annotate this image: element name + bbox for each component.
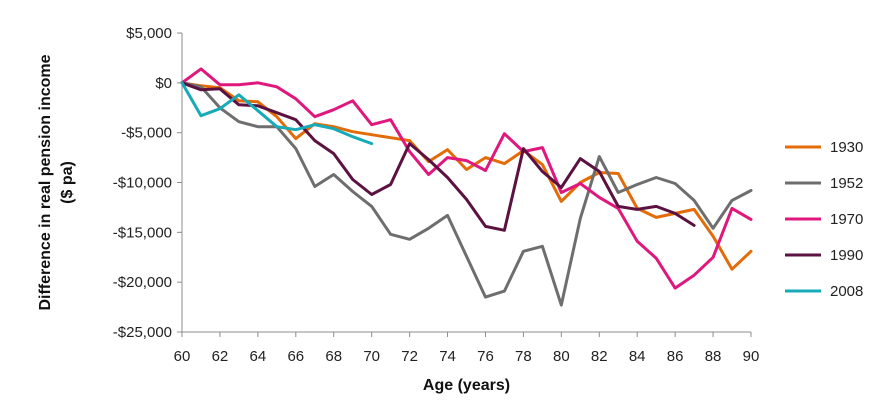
legend: 1930 1952 1970 1990 2008 bbox=[785, 139, 863, 300]
legend-label-2008: 2008 bbox=[830, 283, 863, 300]
x-tick-label: 68 bbox=[325, 348, 342, 365]
y-tick-label: -$10,000 bbox=[113, 175, 172, 192]
x-tick-label: 86 bbox=[667, 348, 684, 365]
legend-label-1990: 1990 bbox=[830, 247, 863, 264]
x-tick-label: 72 bbox=[401, 348, 418, 365]
y-tick-label: -$15,000 bbox=[113, 224, 172, 241]
x-tick-label: 88 bbox=[705, 348, 722, 365]
series-lines bbox=[180, 67, 753, 307]
y-tick-label: $0 bbox=[155, 75, 172, 92]
x-tick-label: 60 bbox=[174, 348, 191, 365]
y-axis-title: Difference in real pension income ($ pa) bbox=[37, 54, 76, 310]
axes bbox=[177, 32, 752, 337]
x-tick-label: 70 bbox=[363, 348, 380, 365]
x-tick-label: 84 bbox=[629, 348, 646, 365]
y-tick-label: -$25,000 bbox=[113, 324, 172, 341]
legend-label-1952: 1952 bbox=[830, 175, 863, 192]
x-tick-label: 80 bbox=[553, 348, 570, 365]
x-tick-label: 90 bbox=[743, 348, 760, 365]
y-tick-label: -$5,000 bbox=[121, 125, 172, 142]
y-tick-label: $5,000 bbox=[126, 25, 172, 42]
x-axis-title: Age (years) bbox=[423, 377, 510, 394]
legend-label-1970: 1970 bbox=[830, 211, 863, 228]
y-axis-title-line: ($ pa) bbox=[59, 161, 76, 204]
series-line-1970 bbox=[180, 67, 753, 290]
y-tick-labels: $5,000 $0 -$5,000 -$10,000 -$15,000 -$20,000 -… bbox=[113, 25, 172, 341]
y-axis-title-line: Difference in real pension income bbox=[37, 54, 54, 310]
x-tick-label: 78 bbox=[515, 348, 532, 365]
x-tick-labels: 60 62 64 66 68 70 72 74 76 78 80 82 84 86 88 90 bbox=[174, 348, 760, 365]
y-tick-label: -$20,000 bbox=[113, 274, 172, 291]
x-tick-label: 62 bbox=[212, 348, 229, 365]
legend-label-1930: 1930 bbox=[830, 139, 863, 156]
series-line-1990 bbox=[180, 81, 696, 232]
x-tick-label: 66 bbox=[287, 348, 304, 365]
x-tick-label: 76 bbox=[477, 348, 494, 365]
series-line-2008 bbox=[180, 81, 374, 146]
x-tick-label: 64 bbox=[250, 348, 267, 365]
series-line-1930 bbox=[180, 81, 753, 271]
x-tick-label: 74 bbox=[439, 348, 456, 365]
x-tick-label: 82 bbox=[591, 348, 608, 365]
